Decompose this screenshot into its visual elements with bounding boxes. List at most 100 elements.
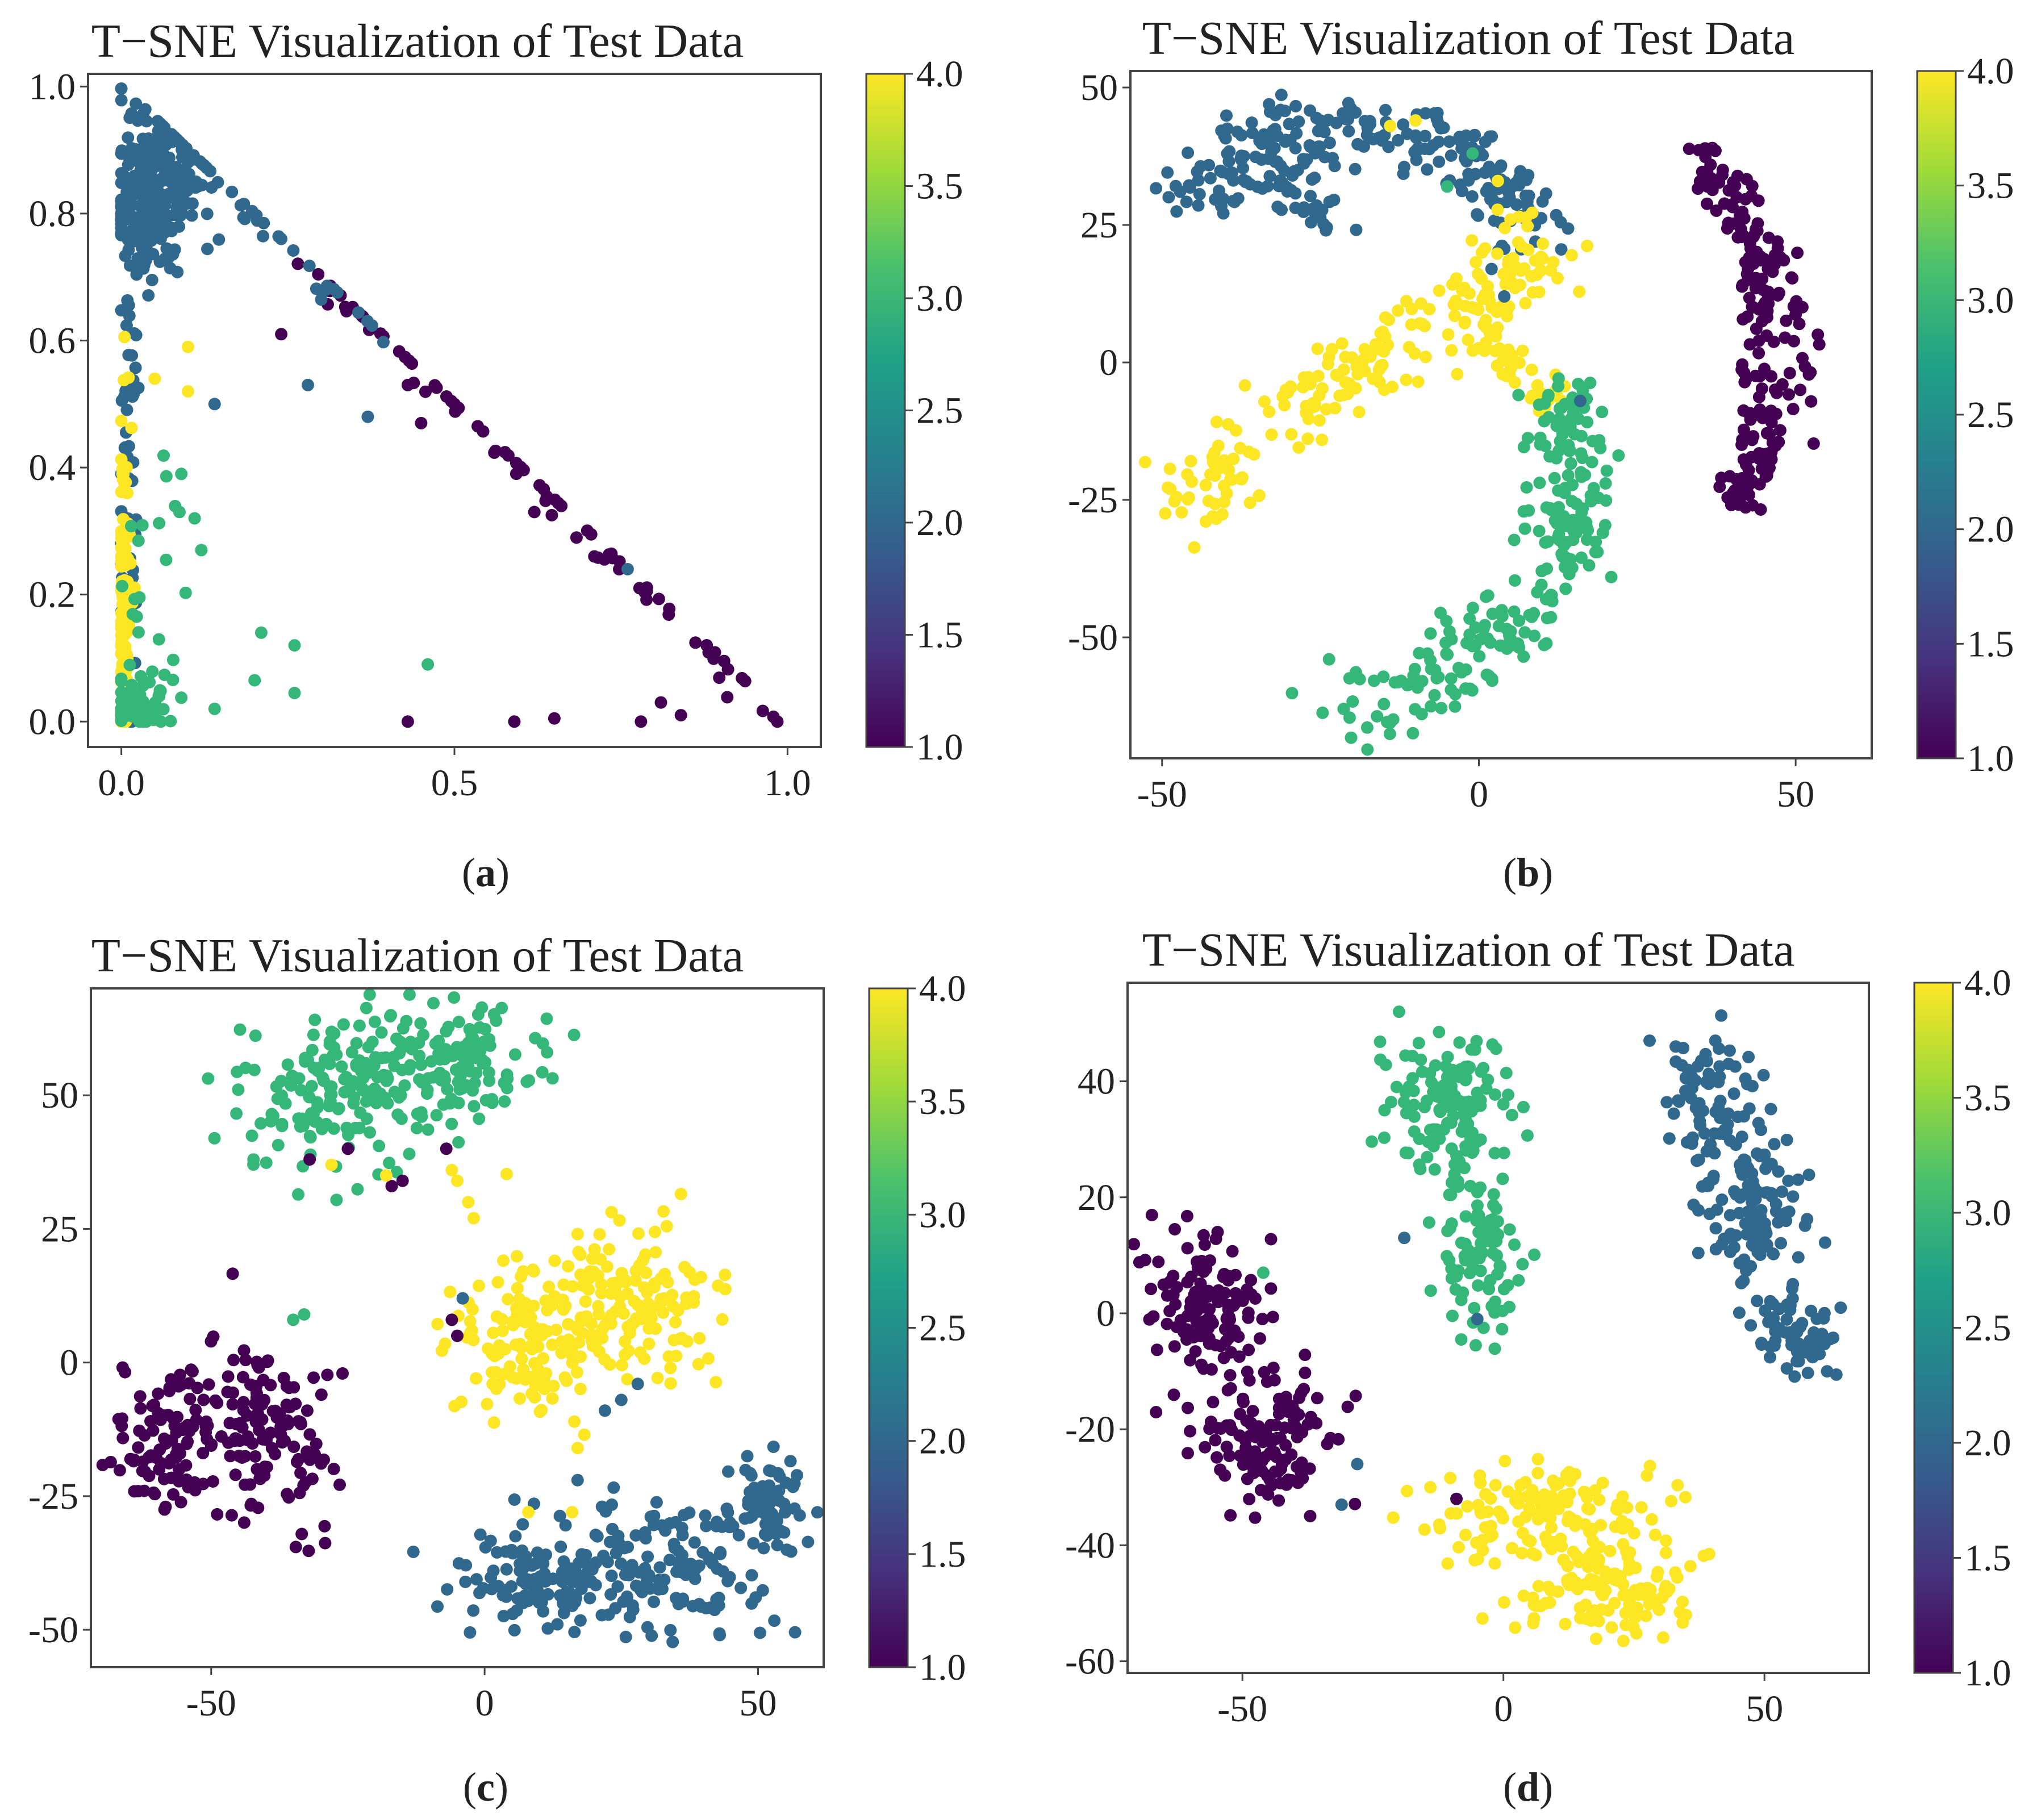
scatter-point <box>476 1057 489 1070</box>
scatter-point <box>435 1344 448 1357</box>
scatter-point <box>615 1393 628 1406</box>
scatter-point <box>500 1167 513 1180</box>
scatter-point <box>1471 1313 1484 1326</box>
scatter-point <box>1505 1109 1518 1121</box>
scatter-point <box>1545 1490 1558 1503</box>
scatter-point <box>166 653 180 666</box>
scatter-point <box>1203 1337 1216 1350</box>
colorbar-tick-label: 2.5 <box>1964 1308 2011 1349</box>
scatter-point <box>1498 1455 1512 1468</box>
scatter-point <box>467 1100 481 1113</box>
scatter-point <box>377 336 390 349</box>
colorbar-tick-label: 1.0 <box>1967 738 2014 779</box>
scatter-point <box>232 1083 245 1096</box>
scatter-point <box>1750 1207 1763 1220</box>
scatter-point <box>517 1591 530 1604</box>
y-tick-label: 0.6 <box>29 320 76 362</box>
scatter-point <box>269 1404 282 1417</box>
scatter-point <box>1496 1172 1509 1185</box>
scatter-point <box>754 1626 766 1639</box>
scatter-point <box>1263 170 1276 183</box>
scatter-point <box>1741 310 1754 323</box>
scatter-point <box>1441 1225 1454 1238</box>
scatter-point <box>1224 1369 1237 1381</box>
scatter-point <box>1180 195 1193 208</box>
scatter-point <box>770 1514 783 1527</box>
scatter-point <box>295 1527 308 1541</box>
scatter-point <box>341 1142 354 1155</box>
scatter-point <box>747 1537 760 1550</box>
scatter-point <box>1548 471 1561 485</box>
scatter-point <box>1162 191 1175 204</box>
scatter-point <box>606 1522 619 1535</box>
scatter-point <box>1445 633 1458 646</box>
scatter-point <box>1450 1507 1463 1520</box>
scatter-point <box>1504 213 1517 226</box>
scatter-point <box>1643 1597 1656 1610</box>
scatter-point <box>582 1283 595 1296</box>
scatter-point <box>533 1377 546 1390</box>
scatter-point <box>352 306 365 319</box>
scatter-point <box>1701 1055 1713 1068</box>
scatter-point <box>1794 1320 1807 1333</box>
colorbar-tick-label: 1.5 <box>1964 1538 2011 1579</box>
scatter-point <box>445 1117 458 1130</box>
scatter-point <box>1378 1131 1391 1144</box>
scatter-point <box>1533 477 1546 489</box>
scatter-point <box>316 285 329 298</box>
scatter-point <box>1735 1276 1748 1289</box>
scatter-point <box>1416 1065 1429 1078</box>
scatter-point <box>1285 687 1299 700</box>
scatter-point <box>481 1397 494 1410</box>
scatter-point <box>598 1353 611 1366</box>
scatter-point <box>1503 1223 1516 1236</box>
scatter-point <box>1418 1100 1431 1113</box>
scatter-point <box>568 1626 581 1639</box>
scatter-point <box>404 1059 417 1072</box>
scatter-point <box>1145 1283 1158 1296</box>
scatter-point <box>499 1584 512 1597</box>
scatter-point <box>535 1404 548 1417</box>
scatter-point <box>1592 491 1605 504</box>
scatter-point <box>1738 375 1751 389</box>
scatter-point <box>1462 333 1475 347</box>
scatter-point <box>1251 180 1264 193</box>
scatter-point <box>712 1279 725 1292</box>
scatter-point <box>1815 1337 1829 1350</box>
scatter-point <box>1358 140 1370 153</box>
scatter-point <box>419 385 432 398</box>
scatter-point <box>403 988 416 1001</box>
x-tick-label: 50 <box>1746 1688 1783 1730</box>
scatter-point <box>641 1621 654 1634</box>
scatter-point <box>115 211 128 224</box>
scatter-point <box>1780 1133 1793 1146</box>
scatter-point <box>133 1390 147 1403</box>
scatter-point <box>294 1467 307 1479</box>
scatter-point <box>688 1273 701 1286</box>
scatter-point <box>1194 1277 1207 1290</box>
scatter-point <box>1310 111 1323 124</box>
y-tick-label: 50 <box>41 1075 78 1116</box>
scatter-point <box>1409 703 1421 716</box>
scatter-point <box>1483 130 1496 143</box>
scatter-point <box>181 340 194 353</box>
scatter-point <box>1650 1570 1663 1583</box>
scatter-point <box>1581 239 1593 252</box>
scatter-point <box>1485 262 1498 275</box>
scatter-point <box>1243 1493 1256 1505</box>
scatter-point <box>1608 1597 1621 1610</box>
scatter-point <box>466 1084 479 1097</box>
y-tick-label: 20 <box>1078 1177 1115 1218</box>
scatter-point <box>295 1084 308 1097</box>
scatter-point <box>1549 1479 1562 1492</box>
scatter-point <box>324 1095 337 1108</box>
scatter-point <box>640 1575 653 1588</box>
scatter-point <box>118 390 131 403</box>
scatter-point <box>1518 522 1531 535</box>
scatter-point <box>226 1267 239 1280</box>
scatter-point <box>1600 464 1613 477</box>
scatter-point <box>1330 369 1343 382</box>
scatter-point <box>1370 343 1383 356</box>
scatter-point <box>1471 1552 1484 1566</box>
scatter-point <box>661 1276 674 1289</box>
